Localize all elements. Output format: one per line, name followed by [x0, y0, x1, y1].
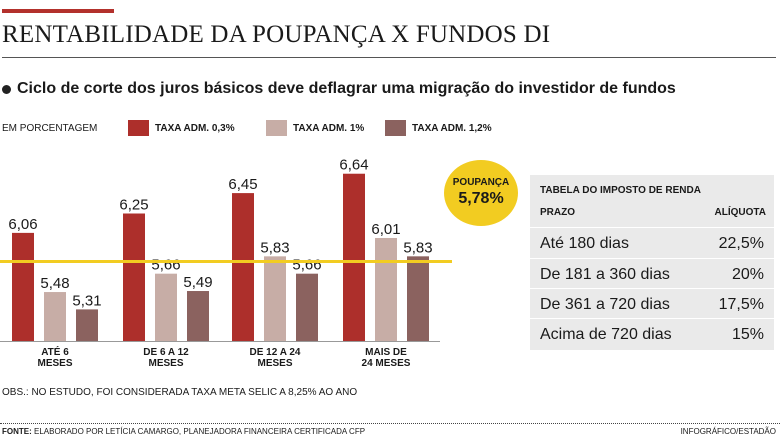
x-tick-label-line: MESES [148, 358, 183, 369]
tax-table-title: TABELA DO IMPOSTO DE RENDA [540, 185, 701, 196]
tax-header-prazo: PRAZO [540, 207, 575, 218]
bar-value-label: 5,83 [260, 239, 289, 256]
legend-item-adm-03: TAXA ADM. 0,3% [128, 120, 235, 136]
source-text: ELABORADO POR LETÍCIA CAMARGO, PLANEJADO… [31, 427, 366, 436]
x-tick-label-line: DE 6 A 12 [143, 347, 189, 358]
legend-item-adm-1: TAXA ADM. 1% [266, 120, 364, 136]
tax-header-aliquota: ALÍQUOTA [714, 207, 766, 218]
bar-value-label: 6,25 [119, 197, 148, 214]
x-tick-label-line: MESES [257, 358, 292, 369]
observation-note: OBS.: NO ESTUDO, FOI CONSIDERADA TAXA ME… [2, 387, 358, 398]
tax-aliquota: 17,5% [718, 296, 764, 313]
bar [407, 256, 429, 341]
tax-table: TABELA DO IMPOSTO DE RENDA PRAZO ALÍQUOT… [530, 175, 774, 350]
bar-value-label: 6,01 [371, 221, 400, 238]
bar-value-label: 5,48 [40, 275, 69, 292]
bar [155, 273, 177, 341]
subtitle-text: Ciclo de corte dos juros básicos deve de… [17, 80, 676, 97]
legend-item-adm-12: TAXA ADM. 1,2% [385, 120, 492, 136]
bar [187, 291, 209, 341]
bar [44, 292, 66, 341]
bar-chart: 6,066,256,456,645,485,665,836,015,315,49… [0, 157, 452, 369]
tax-aliquota: 22,5% [718, 235, 764, 252]
bar-value-label: 5,66 [151, 257, 180, 274]
bar [123, 213, 145, 341]
accent-bar [2, 9, 114, 13]
x-tick-label-line: DE 12 A 24 [250, 347, 301, 358]
legend-label: TAXA ADM. 1,2% [412, 122, 492, 134]
poupanca-label: POUPANÇA [452, 177, 510, 188]
credit-note: INFOGRÁFICO/ESTADÃO [680, 427, 776, 436]
x-tick-label-line: MESES [37, 358, 72, 369]
bar [232, 193, 254, 341]
bar [375, 237, 397, 341]
tax-prazo: De 361 a 720 dias [540, 296, 670, 313]
tax-row: De 361 a 720 dias 17,5% [530, 288, 774, 319]
poupanca-badge: POUPANÇA 5,78% [444, 160, 518, 226]
x-tick-label: ATÉ 6 MESES [37, 345, 72, 369]
page-title: RENTABILIDADE DA POUPANÇA X FUNDOS DI [2, 21, 551, 48]
bar-value-label: 5,49 [183, 274, 212, 291]
legend-swatch [266, 120, 287, 136]
bar-value-label: 5,31 [72, 292, 101, 309]
bar-value-label: 6,06 [8, 216, 37, 233]
bar [76, 309, 98, 341]
x-tick-label-line: ATÉ 6 [41, 345, 69, 358]
bar [12, 232, 34, 341]
tax-aliquota: 15% [731, 326, 764, 343]
title-divider [2, 57, 776, 58]
poupanca-value: 5,78% [458, 190, 504, 207]
tax-aliquota: 20% [731, 266, 764, 283]
x-tick-label: DE 12 A 24 MESES [250, 347, 301, 369]
bar [343, 173, 365, 341]
source-note: FONTE: ELABORADO POR LETÍCIA CAMARGO, PL… [2, 427, 365, 436]
tax-prazo: De 181 a 360 dias [540, 266, 670, 283]
legend-swatch [385, 120, 406, 136]
legend-swatch [128, 120, 149, 136]
x-tick-label-line: 24 MESES [362, 358, 411, 369]
bar-value-label: 6,45 [228, 176, 257, 193]
bar [264, 256, 286, 341]
bar [296, 273, 318, 341]
source-label: FONTE: [2, 427, 32, 436]
tax-prazo: Acima de 720 dias [540, 326, 672, 343]
tax-row: De 181 a 360 dias 20% [530, 258, 774, 289]
subtitle: Ciclo de corte dos juros básicos deve de… [2, 80, 676, 98]
bar-value-label: 5,66 [292, 257, 321, 274]
tax-row: Acima de 720 dias 15% [530, 318, 774, 349]
x-tick-label: MAIS DE 24 MESES [362, 347, 411, 369]
bullet-icon [2, 84, 11, 94]
bar-value-label: 5,83 [403, 239, 432, 256]
legend-label: TAXA ADM. 1% [293, 122, 365, 134]
bar-value-label: 6,64 [339, 157, 368, 174]
footer-divider [0, 423, 780, 424]
unit-label: EM PORCENTAGEM [2, 123, 98, 134]
legend-label: TAXA ADM. 0,3% [155, 122, 235, 134]
x-tick-label: DE 6 A 12 MESES [143, 347, 189, 369]
tax-row: Até 180 dias 22,5% [530, 227, 774, 258]
x-tick-label-line: MAIS DE [365, 347, 407, 358]
tax-prazo: Até 180 dias [540, 235, 629, 252]
